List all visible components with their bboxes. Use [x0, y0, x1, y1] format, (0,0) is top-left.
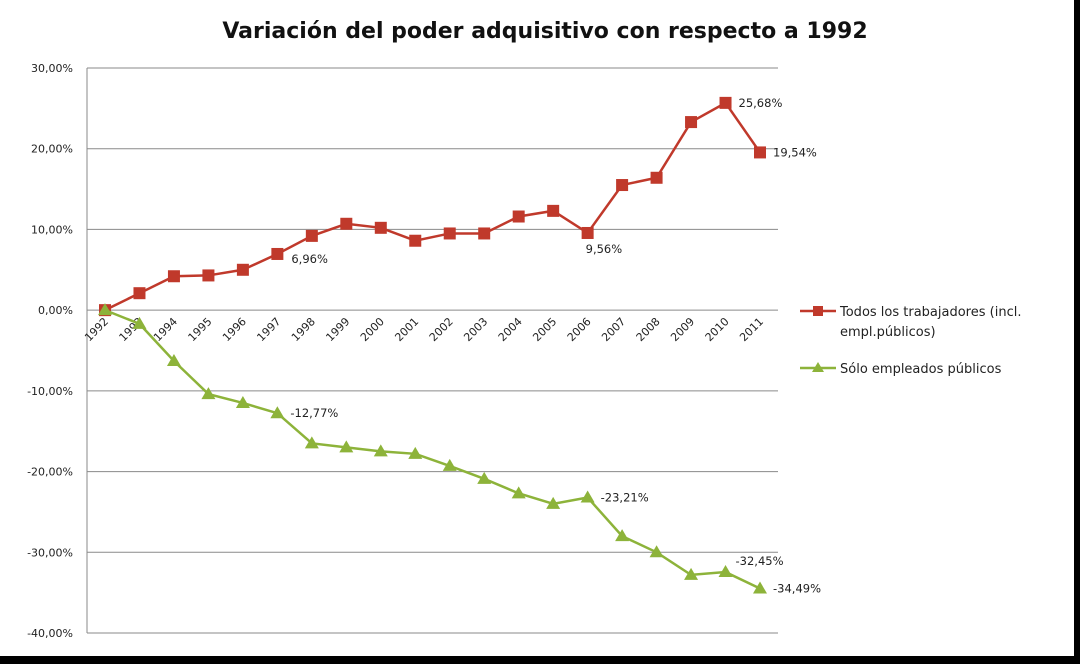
- data-point-square: [581, 226, 594, 239]
- data-point-square: [547, 204, 560, 217]
- y-tick-label: -30,00%: [27, 546, 73, 559]
- legend-label: Sólo empleados públicos: [840, 362, 1002, 377]
- data-point-square: [340, 217, 353, 230]
- data-point-triangle: [546, 496, 561, 509]
- data-point-triangle: [373, 444, 388, 457]
- data-point-triangle: [201, 387, 216, 400]
- data-point-square: [236, 263, 249, 276]
- data-point-square: [374, 221, 387, 234]
- data-point-square: [512, 210, 525, 223]
- data-point-square: [167, 270, 180, 283]
- y-tick-label: 20,00%: [31, 143, 73, 156]
- data-point-square: [685, 116, 698, 129]
- data-point-triangle: [98, 303, 112, 316]
- y-tick-label: -40,00%: [27, 627, 73, 640]
- data-point-triangle: [339, 440, 354, 453]
- data-point-triangle: [166, 353, 181, 366]
- data-point-triangle: [511, 486, 526, 499]
- y-tick-label: -20,00%: [27, 466, 73, 479]
- data-point-triangle: [408, 446, 423, 459]
- data-point-triangle: [442, 458, 457, 471]
- data-point-square: [443, 227, 456, 240]
- legend-square-marker: [813, 306, 823, 316]
- data-point-square: [271, 247, 284, 260]
- data-label: 25,68%: [739, 96, 783, 110]
- data-point-square: [754, 146, 766, 159]
- data-point-triangle: [684, 567, 699, 580]
- data-point-triangle: [649, 545, 664, 558]
- y-tick-label: 0,00%: [38, 304, 73, 317]
- data-label: -32,45%: [736, 554, 784, 568]
- data-point-triangle: [235, 395, 250, 408]
- data-point-square: [616, 179, 629, 192]
- data-label: -34,49%: [773, 582, 821, 596]
- data-point-square: [133, 287, 146, 300]
- data-label: -12,77%: [290, 406, 338, 420]
- data-label: 19,54%: [773, 145, 817, 159]
- data-point-square: [305, 229, 318, 242]
- data-point-triangle: [580, 490, 595, 503]
- y-tick-label: 30,00%: [31, 62, 73, 75]
- data-point-triangle: [615, 529, 630, 542]
- data-point-square: [409, 234, 422, 247]
- chart-title: Variación del poder adquisitivo con resp…: [222, 19, 867, 44]
- data-point-square: [202, 269, 215, 282]
- data-label: -23,21%: [601, 490, 649, 504]
- data-point-square: [478, 227, 491, 240]
- data-label: 6,96%: [291, 252, 328, 266]
- data-point-triangle: [270, 406, 285, 419]
- data-point-triangle: [477, 471, 492, 484]
- data-point-triangle: [132, 316, 147, 329]
- series-line-1: [104, 308, 761, 590]
- data-point-triangle: [718, 565, 733, 578]
- data-point-triangle: [304, 436, 319, 449]
- data-point-triangle: [753, 581, 767, 594]
- data-point-square: [650, 171, 663, 184]
- legend-label: Todos los trabajadores (incl.: [839, 305, 1021, 320]
- data-point-square: [719, 96, 732, 109]
- y-tick-label: -10,00%: [27, 385, 73, 398]
- legend-label: empl.públicos): [840, 325, 936, 340]
- legend-triangle-marker: [812, 362, 824, 372]
- y-tick-label: 10,00%: [31, 223, 73, 236]
- data-label: 9,56%: [586, 242, 623, 256]
